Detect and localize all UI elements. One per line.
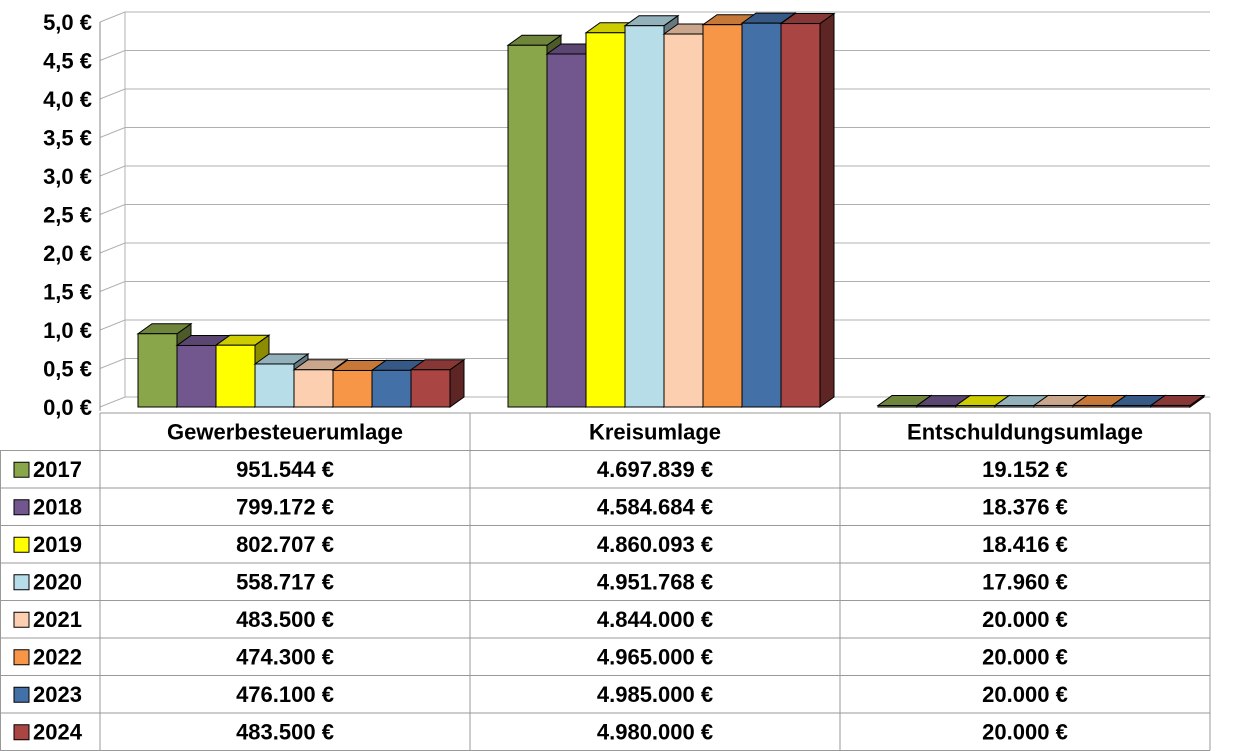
bar (585, 32, 626, 408)
legend-label: 2019 (33, 532, 82, 557)
legend-label: 2017 (33, 457, 82, 482)
bar (137, 333, 178, 408)
y-tick-label: 5,0 € (43, 10, 92, 35)
column-header: Kreisumlage (589, 420, 721, 445)
legend-swatch (13, 649, 30, 666)
legend-label: 2023 (33, 682, 82, 707)
value-label: 483.500 € (236, 607, 334, 632)
bar (410, 369, 451, 408)
value-label: 4.844.000 € (597, 607, 713, 632)
y-tick-label: 0,0 € (43, 395, 92, 420)
legend-label: 2022 (33, 645, 82, 670)
bar (955, 405, 996, 408)
value-label: 18.416 € (982, 532, 1068, 557)
bar (215, 344, 256, 408)
legend-label: 2018 (33, 495, 82, 520)
y-tick-label: 2,0 € (43, 241, 92, 266)
legend-swatch (13, 686, 30, 703)
bar (702, 24, 743, 408)
value-label: 951.544 € (236, 457, 334, 482)
legend-swatch (13, 536, 30, 553)
y-tick-label: 1,0 € (43, 318, 92, 343)
y-tick-label: 2,5 € (43, 202, 92, 227)
value-label: 4.584.684 € (597, 495, 713, 520)
value-label: 20.000 € (982, 645, 1068, 670)
y-tick-label: 4,5 € (43, 48, 92, 73)
value-label: 802.707 € (236, 532, 334, 557)
value-label: 4.980.000 € (597, 720, 713, 745)
value-label: 18.376 € (982, 495, 1068, 520)
value-label: 474.300 € (236, 645, 334, 670)
bar (916, 405, 957, 408)
bar (1111, 404, 1152, 408)
bar (741, 22, 782, 408)
y-tick-label: 4,0 € (43, 87, 92, 112)
bar (293, 369, 334, 408)
legend-swatch (13, 574, 30, 591)
bar (877, 405, 918, 408)
y-tick-label: 1,5 € (43, 279, 92, 304)
value-label: 20.000 € (982, 720, 1068, 745)
bar (994, 405, 1035, 408)
y-tick-label: 0,5 € (43, 356, 92, 381)
value-label: 17.960 € (982, 570, 1068, 595)
bar-side (819, 12, 835, 408)
value-label: 799.172 € (236, 495, 334, 520)
value-label: 20.000 € (982, 682, 1068, 707)
column-header: Gewerbesteuerumlage (167, 420, 403, 445)
bar (1150, 404, 1191, 408)
value-label: 20.000 € (982, 607, 1068, 632)
bar (624, 25, 665, 408)
legend-label: 2024 (33, 720, 83, 745)
legend-swatch (13, 724, 30, 741)
legend-swatch (13, 499, 30, 516)
y-tick-label: 3,5 € (43, 125, 92, 150)
column-header: Entschuldungsumlage (907, 420, 1143, 445)
legend-swatch (13, 461, 30, 478)
bar (780, 23, 821, 408)
bar (663, 33, 704, 408)
value-label: 558.717 € (236, 570, 334, 595)
value-label: 19.152 € (982, 457, 1068, 482)
bar (371, 369, 412, 408)
bar (176, 344, 217, 408)
legend-label: 2021 (33, 607, 82, 632)
bar (254, 363, 295, 408)
bar (1033, 404, 1074, 408)
legend-swatch (13, 611, 30, 628)
bar (332, 369, 373, 408)
value-label: 4.697.839 € (597, 457, 713, 482)
value-label: 4.965.000 € (597, 645, 713, 670)
legend-label: 2020 (33, 570, 82, 595)
value-label: 476.100 € (236, 682, 334, 707)
bar (1072, 404, 1113, 408)
value-label: 4.860.093 € (597, 532, 713, 557)
value-label: 4.985.000 € (597, 682, 713, 707)
y-tick-label: 3,0 € (43, 164, 92, 189)
bar (546, 53, 587, 408)
value-label: 483.500 € (236, 720, 334, 745)
bar (507, 44, 548, 408)
value-label: 4.951.768 € (597, 570, 713, 595)
